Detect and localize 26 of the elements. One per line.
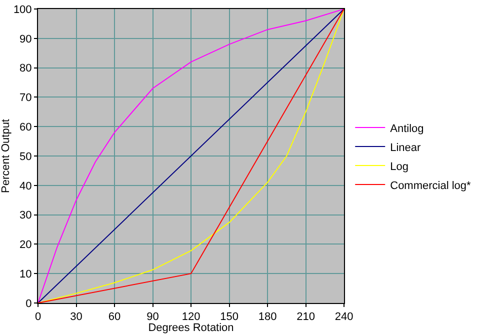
x-tick-label: 30: [70, 311, 82, 324]
y-tick-label: 100: [13, 4, 32, 16]
x-axis-title: Degrees Rotation: [148, 322, 234, 334]
x-tick-label: 120: [182, 311, 200, 324]
x-tick-label: 210: [296, 311, 315, 324]
y-tick-label: 50: [20, 150, 32, 163]
legend-label: Antilog: [390, 122, 424, 135]
x-tick-label: 90: [146, 311, 159, 324]
y-tick-label: 20: [20, 239, 32, 252]
x-tick-label: 0: [34, 311, 42, 324]
y-axis-title: Percent Output: [0, 119, 12, 193]
y-tick-label: 0: [26, 298, 32, 310]
x-tick-label: 240: [334, 311, 354, 324]
legend-label: Log: [390, 160, 408, 173]
legend-label: Commercial log*: [390, 180, 472, 192]
x-tick-label: 150: [220, 311, 238, 324]
x-tick-label: 60: [108, 311, 121, 324]
x-tick-label: 180: [258, 311, 277, 324]
y-tick-label: 90: [20, 33, 32, 46]
y-tick-label: 30: [20, 210, 32, 222]
y-tick-label: 10: [20, 268, 32, 280]
legend-label: Linear: [390, 142, 422, 154]
y-tick-label: 70: [20, 92, 32, 104]
y-tick-label: 40: [20, 180, 32, 192]
y-tick-label: 60: [20, 121, 32, 134]
y-tick-label: 80: [20, 62, 32, 75]
